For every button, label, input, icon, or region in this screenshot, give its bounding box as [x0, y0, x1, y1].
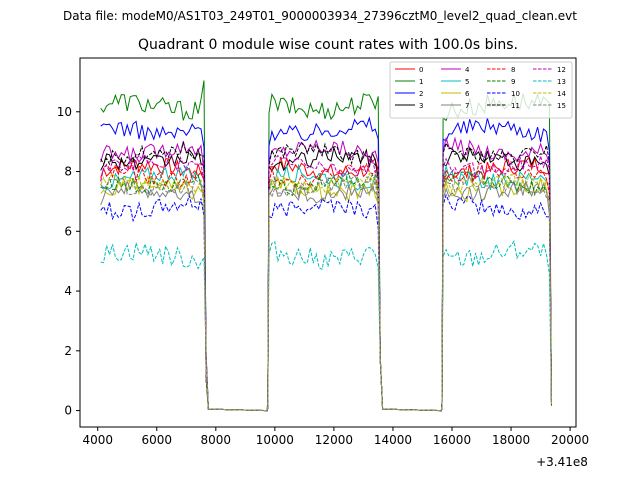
x-tick-label: 12000	[315, 433, 353, 447]
legend-label-15: 15	[557, 102, 566, 110]
x-tick-label: 14000	[374, 433, 412, 447]
x-tick-label: 8000	[201, 433, 232, 447]
legend-label-9: 9	[511, 78, 515, 86]
x-tick-label: 10000	[256, 433, 294, 447]
series-line-13	[100, 239, 552, 412]
series-line-3	[100, 146, 552, 412]
x-tick-label: 6000	[141, 433, 172, 447]
series-line-0	[100, 156, 552, 412]
x-offset-label: +3.41e8	[536, 455, 588, 469]
x-tick-label: 18000	[492, 433, 530, 447]
y-tick-label: 2	[64, 344, 72, 358]
series-layer	[100, 80, 552, 412]
y-tick-label: 8	[64, 165, 72, 179]
x-tick-label: 4000	[82, 433, 113, 447]
series-line-14	[100, 172, 552, 412]
legend-label-12: 12	[557, 66, 566, 74]
series-line-11	[100, 140, 552, 412]
legend-label-0: 0	[419, 66, 423, 74]
series-line-10	[100, 193, 552, 412]
y-tick-label: 4	[64, 284, 72, 298]
series-line-2	[100, 116, 552, 412]
legend-label-14: 14	[557, 90, 566, 98]
y-tick-label: 0	[64, 404, 72, 418]
chart-title: Quadrant 0 module wise count rates with …	[138, 37, 518, 53]
y-tick-label: 6	[64, 224, 72, 238]
y-tick-label: 10	[57, 105, 72, 119]
legend-label-7: 7	[465, 102, 469, 110]
axis-ticks: 4000 6000 8000 10000 12000 14000 16000 18000 200…	[57, 105, 589, 447]
series-line-15	[100, 174, 552, 412]
chart-suptitle: Data file: modeM0/AS1T03_249T01_90000039…	[63, 9, 577, 23]
series-line-7	[100, 179, 552, 412]
legend-label-5: 5	[465, 78, 469, 86]
series-line-6	[100, 175, 552, 412]
legend-label-8: 8	[511, 66, 515, 74]
legend-box	[389, 61, 573, 119]
legend-label-2: 2	[419, 90, 423, 98]
series-line-12	[100, 153, 552, 412]
legend-label-13: 13	[557, 78, 566, 86]
legend-label-1: 1	[419, 78, 423, 86]
legend-label-11: 11	[511, 102, 520, 110]
plot-frame	[79, 57, 577, 428]
legend-label-4: 4	[465, 66, 470, 74]
x-tick-label: 20000	[551, 433, 589, 447]
series-line-5	[100, 163, 552, 412]
series-line-1	[100, 80, 552, 412]
series-line-8	[100, 162, 552, 412]
legend-label-3: 3	[419, 102, 423, 110]
legend-label-10: 10	[511, 90, 520, 98]
legend-label-6: 6	[465, 90, 470, 98]
series-line-9	[100, 170, 552, 412]
x-tick-label: 16000	[433, 433, 471, 447]
